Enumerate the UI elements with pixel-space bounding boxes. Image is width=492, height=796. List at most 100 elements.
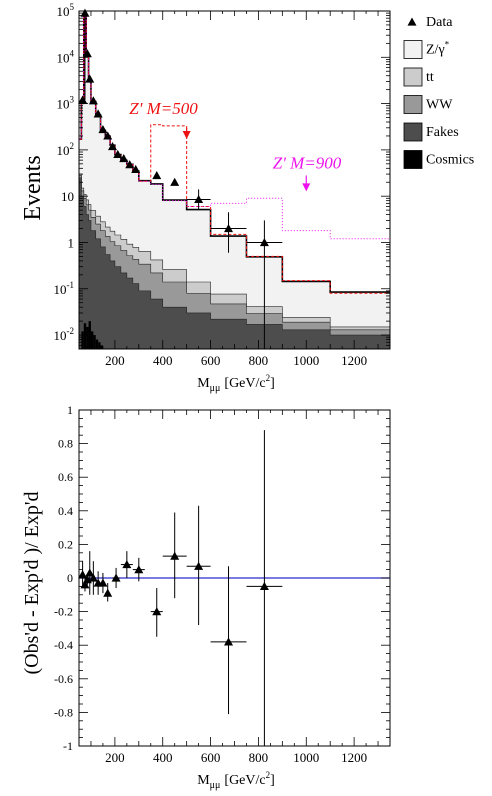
signal-arrow-head <box>182 130 191 139</box>
legend-label: Fakes <box>426 125 459 140</box>
data-point <box>113 149 123 158</box>
y-tick-label: -1 <box>63 739 73 753</box>
cosmics-bar <box>86 326 89 349</box>
ratio-point <box>103 588 113 597</box>
data-point <box>194 194 204 204</box>
data-point <box>85 74 95 83</box>
data-point <box>119 154 129 163</box>
cosmics-bar <box>93 335 96 349</box>
x-tick-label: 600 <box>201 750 221 765</box>
y-tick-label: 1 <box>68 235 75 250</box>
ratio-point <box>152 607 162 616</box>
y-tick-label: 10-1 <box>54 280 75 297</box>
bottom-x-ticks: 200 400 600 800 1000 1200 <box>90 410 379 765</box>
ratio-point <box>224 637 234 646</box>
y-tick-label: 0.6 <box>58 470 73 484</box>
data-points <box>78 8 283 349</box>
top-histogram-panel: 200 400 600 800 1000 1200 10-210-111010210310… <box>20 2 474 394</box>
legend-swatch <box>403 150 423 169</box>
data-point <box>107 142 117 151</box>
bottom-ratio-panel: 200 400 600 800 1000 1200 -1 -0.8 -0.6 -0.4 -0.2 0… <box>21 403 391 791</box>
legend-swatch <box>403 122 423 142</box>
y-tick-label: 10 <box>61 189 74 204</box>
cosmics-bar <box>83 323 87 349</box>
top-y-axis-label: Events <box>20 155 46 220</box>
x-tick-label: 1000 <box>293 353 319 368</box>
legend-label: WW <box>426 98 453 113</box>
legend-label: Cosmics <box>426 153 474 168</box>
x-tick-label: 200 <box>105 353 125 368</box>
y-tick-label: -0.6 <box>54 672 73 686</box>
bottom-x-axis-label: Mμμ [GeV/c2] <box>197 770 275 791</box>
x-tick-label: 400 <box>153 353 173 368</box>
y-tick-label: 104 <box>57 48 75 65</box>
signal-arrow-head <box>302 183 311 192</box>
cosmics-bar <box>95 339 99 349</box>
ratio-point <box>194 561 204 570</box>
data-point <box>98 125 108 134</box>
legend-swatch <box>403 67 423 87</box>
y-tick-label: 102 <box>57 141 75 158</box>
stack-area-fakes <box>79 177 390 349</box>
bottom-y-ticks: -1 -0.8 -0.6 -0.4 -0.2 0 0.2 0.4 0.6 0.8 1 <box>54 403 390 753</box>
data-point <box>259 237 269 247</box>
y-tick-label: 105 <box>57 2 75 19</box>
ratio-points <box>78 430 283 746</box>
legend-swatch <box>403 40 423 59</box>
signal-annotations: Z' M=500 Z' M=900 <box>129 99 342 192</box>
cosmics-bar <box>81 331 84 349</box>
legend-swatch <box>403 95 423 114</box>
ratio-point <box>122 560 132 569</box>
y-tick-label: -0.8 <box>54 705 73 719</box>
data-point <box>152 170 162 180</box>
y-tick-label: 0.2 <box>58 537 73 551</box>
data-point <box>93 109 103 118</box>
x-tick-label: 600 <box>201 353 221 368</box>
x-tick-label: 200 <box>105 750 125 765</box>
ratio-point <box>134 565 144 574</box>
data-point <box>80 8 90 17</box>
x-tick-label: 1200 <box>341 353 367 368</box>
y-tick-label: 103 <box>57 95 75 112</box>
signal-label-m900: Z' M=900 <box>273 153 342 172</box>
x-tick-label: 1200 <box>341 750 367 765</box>
data-point <box>224 224 234 233</box>
y-tick-label: 0 <box>67 571 73 585</box>
legend-label: tt <box>426 70 434 85</box>
legend: Data Z/γ* tt WW Fakes Cosmics <box>403 15 474 169</box>
signal-line-m900 <box>79 14 390 240</box>
y-tick-label: 1 <box>67 403 73 417</box>
legend-marker-data <box>407 17 417 26</box>
legend-label: Data <box>426 15 453 30</box>
ratio-point <box>170 551 180 560</box>
cosmics-bar <box>90 331 94 349</box>
y-tick-label: 0.8 <box>58 437 73 451</box>
data-point <box>125 160 135 169</box>
stacked-backgrounds <box>79 14 390 349</box>
signal-label-m500: Z' M=500 <box>129 99 198 118</box>
cosmics-bar <box>98 342 101 349</box>
ratio-point <box>98 578 108 587</box>
x-tick-label: 400 <box>153 750 173 765</box>
top-y-ticks: 10-2 10-1 1 10 102 103 104 105 <box>54 2 390 350</box>
cosmics-bar <box>88 321 91 349</box>
cosmics-histogram <box>81 321 103 349</box>
y-tick-label: 0.4 <box>58 504 73 518</box>
data-point <box>78 95 88 104</box>
top-x-ticks: 200 400 600 800 1000 1200 <box>90 11 379 368</box>
ratio-point <box>85 568 95 577</box>
ratio-point <box>88 573 98 582</box>
x-tick-label: 800 <box>249 353 269 368</box>
x-tick-label: 800 <box>249 750 269 765</box>
data-point <box>103 131 113 140</box>
x-tick-label: 1000 <box>293 750 319 765</box>
y-tick-label: 10-2 <box>54 326 75 343</box>
y-tick-label: -0.4 <box>54 638 73 652</box>
y-tick-label: -0.2 <box>54 605 73 619</box>
ratio-point <box>259 581 269 590</box>
cosmics-bar <box>100 345 103 349</box>
ratio-point <box>78 570 88 579</box>
data-point <box>88 96 98 105</box>
top-x-axis-label: Mμμ [GeV/c2] <box>197 373 275 394</box>
